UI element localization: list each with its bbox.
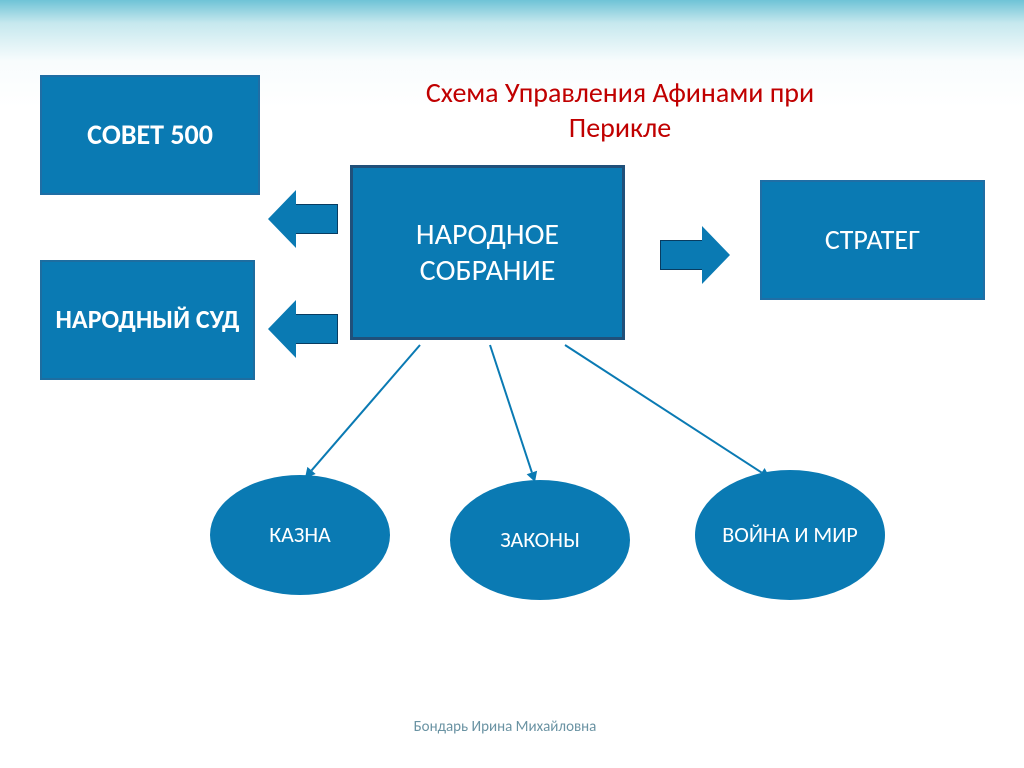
box-strateg-label: СТРАТЕГ xyxy=(825,223,920,257)
box-narodny-sud-label: НАРОДНЫЙ СУД xyxy=(56,304,240,335)
circle-voina-label: ВОЙНА И МИР xyxy=(722,522,857,548)
slide-title: Схема Управления Афинами при Перикле xyxy=(355,75,885,145)
box-strateg: СТРАТЕГ xyxy=(760,180,985,300)
title-line-1: Схема Управления Афинами при xyxy=(426,75,814,110)
arrow-to-sovet xyxy=(268,190,338,248)
box-narodny-sud: НАРОДНЫЙ СУД xyxy=(40,260,255,380)
slide: Схема Управления Афинами при Перикле СОВ… xyxy=(0,0,1024,768)
title-line-2: Перикле xyxy=(569,110,671,145)
box-sovet-500-label: СОВЕТ 500 xyxy=(87,118,213,152)
arrow-to-sud xyxy=(268,300,338,358)
circle-voina: ВОЙНА И МИР xyxy=(695,470,885,600)
footer-author: Бондарь Ирина Михайловна xyxy=(340,718,670,736)
arrow-to-strateg xyxy=(660,226,730,284)
box-narodnoe-sobranie: НАРОДНОЕ СОБРАНИЕ xyxy=(350,165,625,340)
circle-kazna: КАЗНА xyxy=(210,475,390,595)
circle-kazna-label: КАЗНА xyxy=(269,522,331,548)
circle-zakony-label: ЗАКОНЫ xyxy=(500,527,579,553)
box-narodnoe-sobranie-label: НАРОДНОЕ СОБРАНИЕ xyxy=(357,217,618,289)
circle-zakony: ЗАКОНЫ xyxy=(450,480,630,600)
box-sovet-500: СОВЕТ 500 xyxy=(40,75,260,195)
footer-author-text: Бондарь Ирина Михайловна xyxy=(414,718,597,736)
